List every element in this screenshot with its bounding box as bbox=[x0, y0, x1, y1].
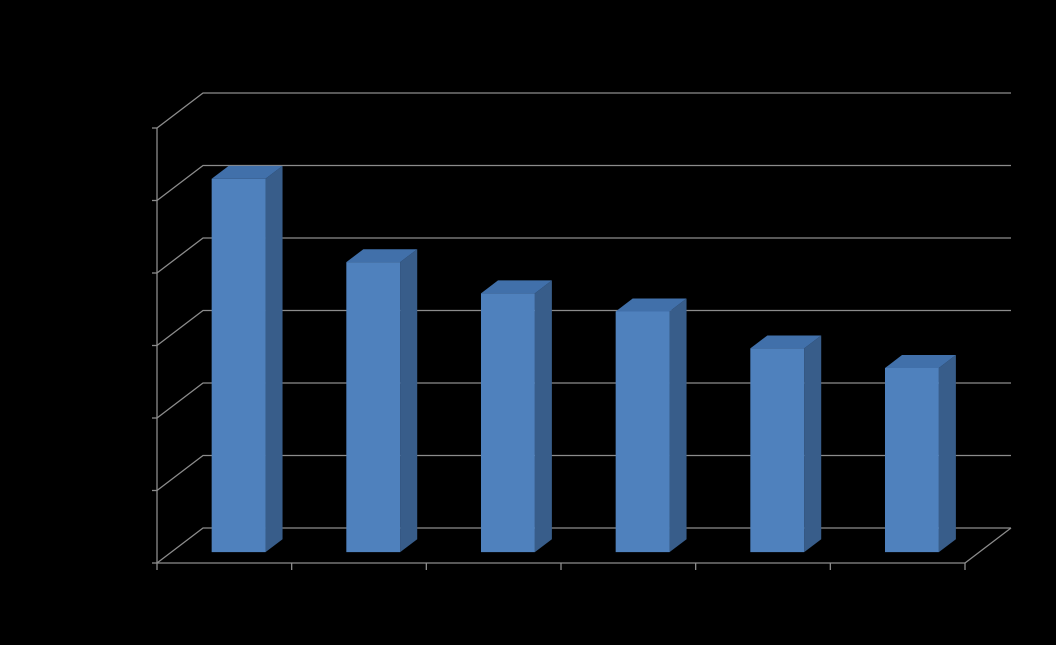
bar bbox=[480, 293, 535, 553]
grid-line bbox=[156, 382, 1011, 419]
bar-top bbox=[615, 298, 687, 312]
bar-group bbox=[750, 335, 822, 553]
grid-line bbox=[156, 454, 1011, 492]
floor-edge bbox=[964, 527, 1012, 564]
grid-line bbox=[156, 527, 1011, 564]
bar-top bbox=[211, 165, 283, 179]
grid-line bbox=[156, 164, 1011, 202]
bar-side bbox=[804, 335, 822, 553]
bar bbox=[884, 368, 939, 553]
bar-group bbox=[615, 298, 687, 553]
bar-top bbox=[346, 249, 418, 263]
bar-side bbox=[534, 280, 552, 553]
bar-group bbox=[211, 165, 283, 553]
bar-group bbox=[884, 355, 956, 553]
bar-top bbox=[480, 280, 552, 294]
bar-side bbox=[938, 355, 956, 553]
bar-group bbox=[480, 280, 552, 553]
bar-side bbox=[669, 298, 687, 553]
grid-line bbox=[156, 237, 1011, 274]
bar bbox=[615, 311, 670, 553]
bar-side bbox=[265, 165, 283, 553]
bar-top bbox=[750, 335, 822, 349]
bar-group bbox=[346, 249, 418, 553]
grid-line bbox=[156, 92, 1011, 129]
bar-side bbox=[400, 249, 418, 553]
grid-line bbox=[156, 309, 1011, 347]
bar bbox=[750, 348, 805, 553]
bar bbox=[346, 262, 401, 553]
bar bbox=[211, 178, 266, 553]
bar-top bbox=[884, 355, 956, 368]
